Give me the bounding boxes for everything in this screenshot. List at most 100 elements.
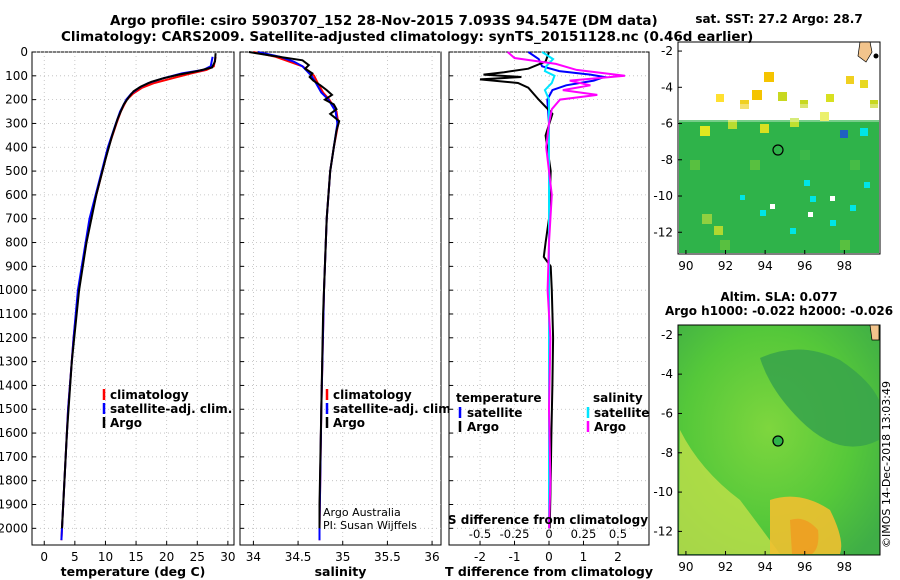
temperature-xtick-label: 5	[71, 550, 79, 564]
diff-legend-title-right: salinity	[593, 391, 643, 405]
salinity-xtick-label: 34	[246, 550, 261, 564]
temperature-xtick-label: 10	[98, 550, 113, 564]
depth-tick-label: 1100	[0, 307, 28, 321]
map_sla-xtick-label: 94	[757, 560, 772, 574]
salinity-xtick-label: 35.5	[374, 550, 401, 564]
difference-xtick-label: 1	[580, 550, 588, 564]
sst-cell	[830, 220, 836, 226]
diff-s-tick-label: 0.5	[609, 527, 627, 541]
difference-xtick-label: -1	[509, 550, 521, 564]
sst-cell	[752, 90, 762, 100]
map_sla-subtitle: Argo h1000: -0.022 h2000: -0.026	[665, 304, 893, 318]
depth-tick-label: 0	[20, 45, 28, 59]
map_sla-title: Altim. SLA: 0.077	[720, 290, 837, 304]
sst-cell	[860, 128, 868, 136]
diff-legend-left-label: Argo	[467, 420, 499, 434]
sst-cell	[800, 100, 808, 108]
salinity-xtick-label: 35	[335, 550, 350, 564]
sst-cell	[750, 160, 760, 170]
difference-xlabel: T difference from climatology	[445, 564, 653, 579]
sst-cell	[860, 80, 868, 88]
salinity-xtick-label: 34.5	[285, 550, 312, 564]
map_sla-ytick-label: -8	[661, 446, 673, 460]
sst-cell	[840, 130, 848, 138]
map_sst-title: sat. SST: 27.2 Argo: 28.7	[695, 12, 862, 26]
map_sst-xtick-label: 98	[837, 259, 852, 273]
panel-salinity: 34 34.5 35 35.5 36 salinity climatologysatelli…	[239, 51, 455, 579]
map_sla-xtick-label: 98	[837, 560, 852, 574]
sst-gap-band	[679, 104, 879, 122]
depth-tick-label: 1800	[0, 474, 28, 488]
map_sla-ytick-label: -10	[653, 485, 673, 499]
difference-xtick-label: -2	[474, 550, 486, 564]
map_sla-ytick-label: -6	[661, 406, 673, 420]
depth-tick-label: 500	[5, 164, 28, 178]
difference-line-s-argo	[506, 51, 626, 529]
temperature-legend-label: satellite-adj. clim.	[110, 402, 232, 416]
title-line-1: Argo profile: csiro 5903707_152 28-Nov-2…	[110, 13, 658, 29]
sst-cell	[850, 160, 860, 170]
sla-high-region	[679, 430, 780, 554]
sst-cell	[870, 100, 878, 108]
map_sst-xtick-label: 94	[757, 259, 772, 273]
temperature-xlabel: temperature (deg C)	[61, 564, 206, 579]
sst-cell	[790, 118, 799, 127]
sst-cell	[850, 205, 856, 211]
difference-line-t-argo	[479, 51, 555, 529]
map_sst-ytick-label: -6	[661, 117, 673, 131]
sla-low-region	[760, 349, 879, 447]
map_sst-xtick-label: 92	[718, 259, 733, 273]
sst-map-ocean	[679, 120, 879, 253]
sst-cell	[790, 228, 796, 234]
salinity-xtick-label: 36	[424, 550, 439, 564]
depth-tick-label: 600	[5, 188, 28, 202]
depth-tick-label: 2000	[0, 521, 28, 535]
difference-line-s-satellite	[541, 51, 556, 529]
sst-cell	[702, 214, 712, 224]
sst-cell	[764, 72, 774, 82]
sst-cell	[864, 182, 870, 188]
sst-cell	[846, 76, 854, 84]
depth-tick-label: 1500	[0, 402, 28, 416]
map_sst-ytick-label: -4	[661, 80, 673, 94]
temperature-xtick-label: 25	[190, 550, 205, 564]
sla-peak-core	[790, 518, 819, 554]
depth-tick-label: 1400	[0, 378, 28, 392]
depth-tick-label: 1200	[0, 331, 28, 345]
map_sst-ytick-label: -2	[661, 44, 673, 58]
temperature-xtick-label: 0	[40, 550, 48, 564]
temperature-xtick-label: 20	[159, 550, 174, 564]
sst-cell	[728, 120, 737, 129]
map_sst-xtick-label: 90	[678, 259, 693, 273]
diff-s-tick-label: -0.5	[469, 527, 491, 541]
salinity-line-argo	[248, 51, 341, 529]
map_sla-xtick-label: 92	[718, 560, 733, 574]
axes-map_sst: sat. SST: 27.2 Argo: 28.7 90 92 94 96 98 -2 -4 -…	[653, 12, 862, 273]
difference-xtick-label: 0	[545, 550, 553, 564]
sst-cell	[700, 126, 710, 136]
depth-tick-label: 300	[5, 116, 28, 130]
sst-cell	[820, 112, 829, 121]
sla-land-sumatra	[869, 324, 880, 341]
panel-difference: -2 -1 0 1 2T difference from climatology temp…	[445, 51, 653, 579]
sst-cell	[714, 226, 723, 235]
diff-xlabel-top: S difference from climatology	[448, 513, 648, 527]
temperature-line-argo	[61, 53, 217, 529]
sst-cell	[830, 196, 835, 201]
temperature-xtick-label: 30	[220, 550, 235, 564]
diff-legend-left-label: satellite	[467, 406, 522, 420]
diff-legend-right-label: satellite	[594, 406, 649, 420]
sst-cell	[808, 212, 813, 217]
diff-s-tick-label: 0.25	[571, 527, 597, 541]
map_sst-ytick-label: -8	[661, 153, 673, 167]
sst-cell	[716, 94, 724, 102]
map_sla-xtick-label: 90	[678, 560, 693, 574]
sst-map	[677, 41, 881, 255]
sst-cell	[778, 92, 787, 101]
sst-cell	[740, 100, 749, 109]
depth-tick-label: 400	[5, 140, 28, 154]
temperature-frame	[31, 51, 235, 546]
sst-cell	[760, 210, 766, 216]
salinity-frame	[239, 51, 442, 546]
